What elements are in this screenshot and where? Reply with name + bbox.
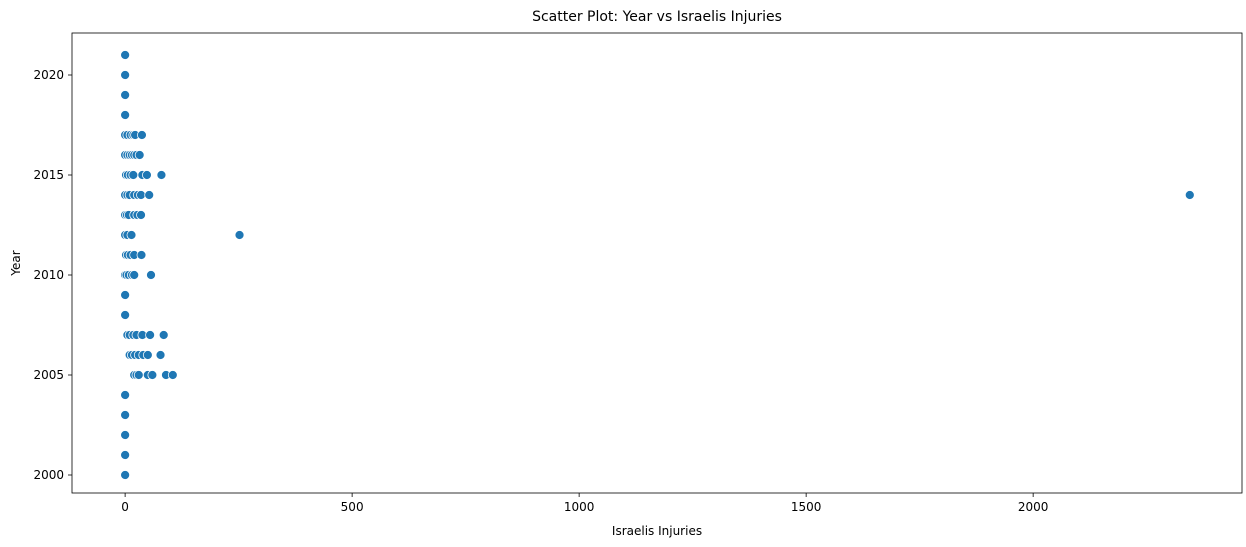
x-tick-label: 1500: [791, 500, 822, 514]
scatter-point: [155, 350, 166, 360]
scatter-point: [126, 230, 137, 240]
scatter-point: [120, 430, 130, 440]
x-tick-label: 1000: [564, 500, 595, 514]
scatter-point: [156, 170, 167, 180]
scatter-point: [134, 150, 145, 160]
points-layer: [120, 50, 1195, 480]
scatter-point: [145, 330, 155, 340]
y-tick-label: 2010: [33, 268, 64, 282]
scatter-point: [128, 170, 139, 180]
scatter-point: [120, 110, 130, 120]
scatter-point: [120, 470, 130, 480]
scatter-point: [120, 90, 130, 100]
scatter-point: [167, 370, 178, 380]
plot-frame: [71, 32, 1243, 494]
x-tick-label: 2000: [1018, 500, 1049, 514]
scatter-point: [120, 450, 130, 460]
scatter-point: [142, 350, 153, 360]
scatter-point: [120, 70, 130, 80]
scatter-point: [120, 310, 130, 320]
scatter-point: [142, 170, 152, 180]
y-tick-label: 2000: [33, 468, 64, 482]
scatter-point: [129, 270, 140, 280]
y-tick-label: 2020: [33, 68, 64, 82]
scatter-point: [136, 250, 147, 260]
x-tick-label: 500: [341, 500, 364, 514]
scatter-point: [120, 50, 130, 60]
scatter-point: [158, 330, 169, 340]
scatter-point: [120, 390, 130, 400]
scatter-point: [137, 130, 147, 140]
scatter-point: [120, 290, 130, 300]
scatter-point: [144, 190, 155, 200]
y-tick-label: 2015: [33, 168, 64, 182]
chart-title: Scatter Plot: Year vs Israelis Injuries: [532, 9, 782, 25]
y-tick-label: 2005: [33, 368, 64, 382]
x-tick-label: 0: [121, 500, 129, 514]
scatter-point: [1184, 190, 1195, 200]
scatter-point: [120, 410, 130, 420]
scatter-point: [136, 210, 146, 220]
scatter-point: [147, 370, 158, 380]
x-axis: 0 500 1000 1500 2000: [121, 493, 1048, 514]
scatter-point: [133, 370, 144, 380]
y-axis-label: Year: [9, 250, 23, 276]
x-axis-label: Israelis Injuries: [612, 524, 702, 538]
scatter-point: [146, 270, 156, 280]
y-axis: 2000 2005 2010 2015 2020: [33, 68, 72, 482]
scatter-point: [234, 230, 245, 240]
scatter-point: [136, 190, 146, 200]
